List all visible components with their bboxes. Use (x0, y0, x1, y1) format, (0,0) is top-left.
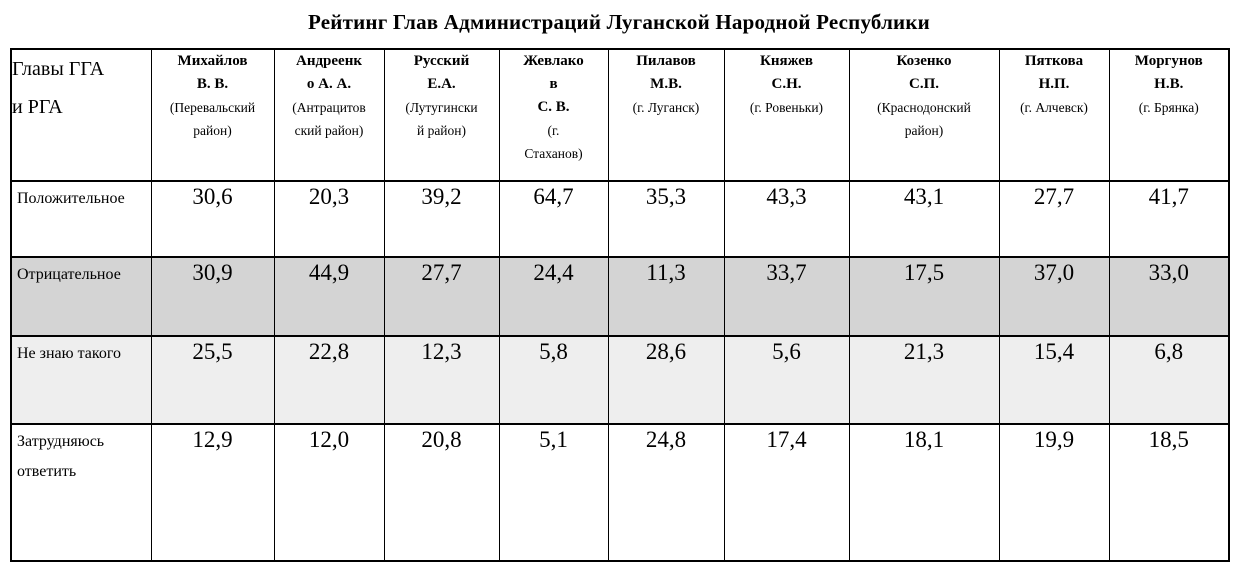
table-cell: 30,9 (150, 256, 275, 337)
table-cell: 17,4 (723, 423, 850, 562)
column-region: (г. Алчевск) (1020, 100, 1088, 115)
table-cell: 33,7 (723, 256, 850, 337)
row-label: Не знаю такого (10, 335, 152, 425)
table-cell: 20,3 (273, 180, 385, 258)
rating-table: Главы ГГА и РГА Михайлов В. В. (Переваль… (10, 48, 1230, 562)
table-cell: 11,3 (607, 256, 725, 337)
table-cell: 33,0 (1108, 256, 1230, 337)
table-cell: 24,4 (498, 256, 609, 337)
column-region: (Краснодонский район) (877, 100, 971, 138)
table-cell: 6,8 (1108, 335, 1230, 425)
table-cell: 15,4 (998, 335, 1110, 425)
column-header-pyatkova: Пяткова Н.П. (г. Алчевск) (998, 48, 1110, 182)
page-title: Рейтинг Глав Администраций Луганской Нар… (308, 10, 930, 34)
table-cell: 43,3 (723, 180, 850, 258)
table-cell: 24,8 (607, 423, 725, 562)
table-cell: 27,7 (383, 256, 500, 337)
table-cell: 44,9 (273, 256, 385, 337)
table-cell: 22,8 (273, 335, 385, 425)
row-label: Отрицательное (10, 256, 152, 337)
column-region: (г. Луганск) (632, 100, 700, 115)
table-cell: 12,9 (150, 423, 275, 562)
column-region: (Перевальский район) (169, 100, 256, 138)
column-name: Пилавов М.В. (636, 53, 696, 92)
table-cell: 12,3 (383, 335, 500, 425)
column-region: (Лутугински й район) (405, 100, 478, 138)
column-header-pilavov: Пилавов М.В. (г. Луганск) (607, 48, 725, 182)
table-cell: 20,8 (383, 423, 500, 562)
table-cell: 21,3 (848, 335, 1000, 425)
table-cell: 64,7 (498, 180, 609, 258)
column-header-andreenko: Андреенк о А. А. (Антрацитов ский район) (273, 48, 385, 182)
column-region: (г. Брянка) (1138, 100, 1199, 115)
column-name: Андреенк о А. А. (295, 53, 362, 92)
table-cell: 35,3 (607, 180, 725, 258)
column-name: Русский Е.А. (413, 53, 470, 92)
table-cell: 30,6 (150, 180, 275, 258)
table-cell: 43,1 (848, 180, 1000, 258)
column-name: Михайлов В. В. (177, 53, 248, 92)
column-region: (г. Ровеньки) (749, 100, 824, 115)
table-cell: 41,7 (1108, 180, 1230, 258)
row-positive: Положительное 30,6 20,3 39,2 64,7 35,3 4… (10, 180, 1230, 258)
column-name: Жевлако в С. В. (523, 53, 584, 115)
column-header-knyazhev: Княжев С.Н. (г. Ровеньки) (723, 48, 850, 182)
corner-header: Главы ГГА и РГА (10, 48, 152, 182)
table-cell: 19,9 (998, 423, 1110, 562)
column-header-kozenko: Козенко С.П. (Краснодонский район) (848, 48, 1000, 182)
table-cell: 5,1 (498, 423, 609, 562)
column-header-mikhaylov: Михайлов В. В. (Перевальский район) (150, 48, 275, 182)
column-header-morgunov: Моргунов Н.В. (г. Брянка) (1108, 48, 1230, 182)
row-label: Затрудняюсь ответить (10, 423, 152, 562)
column-name: Пяткова Н.П. (1024, 53, 1084, 92)
column-header-russkiy: Русский Е.А. (Лутугински й район) (383, 48, 500, 182)
row-label: Положительное (10, 180, 152, 258)
table-cell: 25,5 (150, 335, 275, 425)
table-cell: 18,5 (1108, 423, 1230, 562)
row-negative: Отрицательное 30,9 44,9 27,7 24,4 11,3 3… (10, 256, 1230, 337)
table-cell: 17,5 (848, 256, 1000, 337)
header-row: Главы ГГА и РГА Михайлов В. В. (Переваль… (10, 48, 1230, 182)
table-cell: 5,8 (498, 335, 609, 425)
column-name: Княжев С.Н. (759, 53, 814, 92)
row-undecided: Затрудняюсь ответить 12,9 12,0 20,8 5,1 … (10, 423, 1230, 562)
table-cell: 28,6 (607, 335, 725, 425)
column-name: Козенко С.П. (896, 53, 952, 92)
table-cell: 39,2 (383, 180, 500, 258)
table-cell: 37,0 (998, 256, 1110, 337)
row-unknown: Не знаю такого 25,5 22,8 12,3 5,8 28,6 5… (10, 335, 1230, 425)
column-region: (Антрацитов ский район) (292, 100, 366, 138)
column-region: (г. Стаханов) (524, 123, 583, 161)
table-cell: 12,0 (273, 423, 385, 562)
column-name: Моргунов Н.В. (1134, 53, 1203, 92)
column-header-zhevlakov: Жевлако в С. В. (г. Стаханов) (498, 48, 609, 182)
table-cell: 5,6 (723, 335, 850, 425)
table-cell: 18,1 (848, 423, 1000, 562)
table-cell: 27,7 (998, 180, 1110, 258)
